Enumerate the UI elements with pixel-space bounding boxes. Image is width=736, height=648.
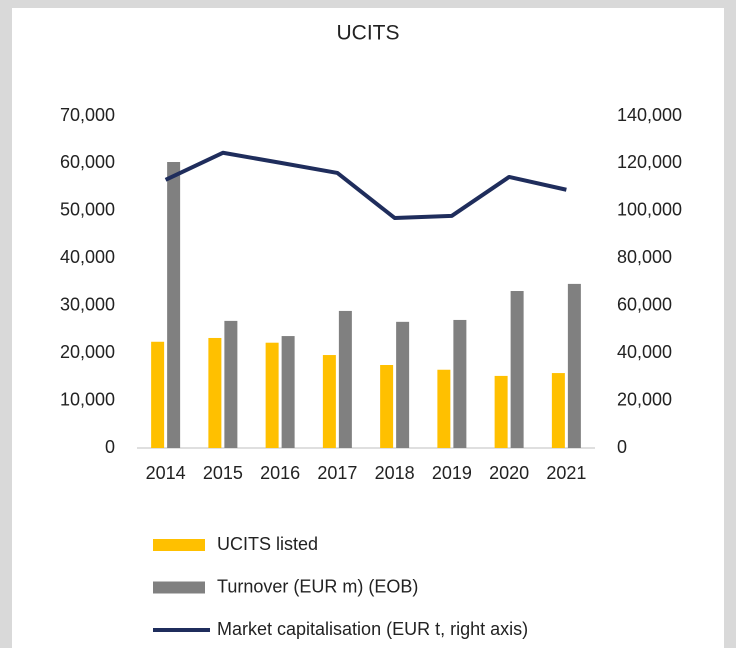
y-tick-label: 0 <box>105 437 115 457</box>
legend-label: UCITS listed <box>217 534 318 554</box>
bar <box>265 342 279 448</box>
bar <box>151 341 165 448</box>
bar <box>510 291 524 448</box>
bar <box>567 283 581 448</box>
bar <box>167 162 181 448</box>
x-tick-label: 2019 <box>432 463 472 483</box>
y-tick-label: 70,000 <box>60 105 115 125</box>
bar <box>494 375 508 448</box>
y-tick-label: 30,000 <box>60 294 115 314</box>
bar <box>208 337 222 448</box>
y2-tick-label: 120,000 <box>617 152 682 172</box>
y-tick-label: 50,000 <box>60 200 115 220</box>
x-tick-label: 2016 <box>260 463 300 483</box>
y2-tick-label: 140,000 <box>617 105 682 125</box>
y-tick-label: 20,000 <box>60 342 115 362</box>
legend-swatch <box>153 539 205 551</box>
legend-label: Turnover (EUR m) (EOB) <box>217 576 418 596</box>
x-tick-label: 2020 <box>489 463 529 483</box>
y2-tick-label: 60,000 <box>617 294 672 314</box>
panel <box>12 8 724 648</box>
bar <box>281 336 295 448</box>
y-tick-label: 60,000 <box>60 152 115 172</box>
bar <box>453 319 467 448</box>
legend-swatch <box>153 581 205 594</box>
x-tick-label: 2018 <box>375 463 415 483</box>
bar <box>551 373 565 448</box>
y2-tick-label: 20,000 <box>617 389 672 409</box>
bar <box>224 320 238 448</box>
bar <box>396 321 410 448</box>
y-tick-label: 10,000 <box>60 389 115 409</box>
y2-tick-label: 0 <box>617 437 627 457</box>
x-tick-label: 2014 <box>146 463 186 483</box>
line-series <box>164 150 567 220</box>
y2-tick-label: 80,000 <box>617 247 672 267</box>
bar <box>322 355 336 448</box>
y2-tick-label: 100,000 <box>617 200 682 220</box>
chart-title: UCITS <box>337 22 400 45</box>
bar <box>338 310 352 448</box>
bar <box>437 369 451 448</box>
x-tick-label: 2015 <box>203 463 243 483</box>
x-tick-label: 2017 <box>317 463 357 483</box>
y-tick-label: 40,000 <box>60 247 115 267</box>
y2-tick-label: 40,000 <box>617 342 672 362</box>
legend-label: Market capitalisation (EUR t, right axis… <box>217 619 528 639</box>
bar <box>380 365 394 448</box>
x-tick-label: 2021 <box>546 463 586 483</box>
